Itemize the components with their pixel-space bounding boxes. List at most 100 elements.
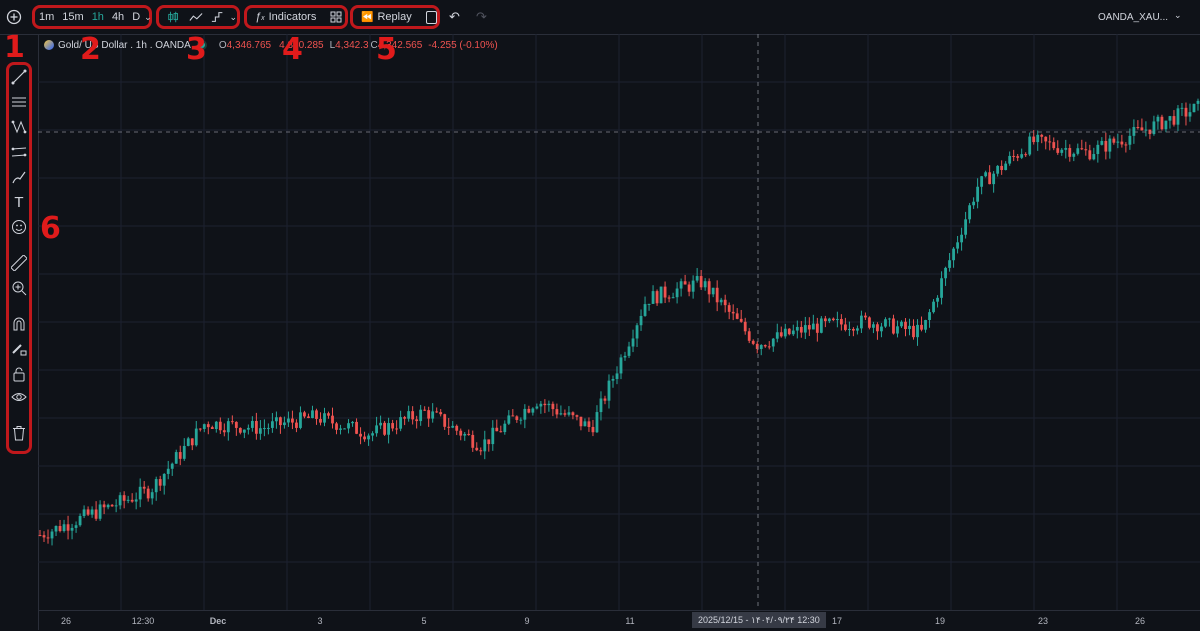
candle-body: [234, 421, 238, 428]
magnet-icon[interactable]: [11, 316, 27, 332]
candle-body: [1068, 148, 1072, 157]
candle-body: [864, 315, 867, 318]
candle-body: [339, 428, 342, 430]
templates-icon[interactable]: [330, 11, 342, 23]
replay-button[interactable]: Replay: [377, 11, 412, 23]
candle-body: [531, 408, 535, 413]
candle-body: [271, 421, 274, 428]
candle-body: [868, 317, 871, 328]
indicators-button[interactable]: Indicators: [268, 11, 317, 23]
candle-body: [62, 524, 66, 532]
candle-body: [375, 425, 378, 434]
annotation-2: 2: [80, 32, 101, 67]
candle-body: [739, 318, 743, 322]
candle-body: [226, 421, 230, 433]
trend-line-icon[interactable]: [11, 69, 27, 85]
candle-body: [74, 525, 78, 528]
candle-body: [707, 281, 711, 295]
x-tick: Dec: [209, 616, 227, 626]
brush-icon[interactable]: [11, 169, 27, 185]
candle-body: [523, 408, 527, 420]
candle-body: [238, 427, 242, 433]
candle-body: [1184, 107, 1188, 117]
redo-icon[interactable]: ↷: [476, 9, 487, 24]
candle-body: [779, 332, 783, 337]
candle-body: [86, 509, 90, 515]
trash-icon[interactable]: [11, 425, 27, 441]
candle-body: [1048, 141, 1052, 143]
horizontal-lines-icon[interactable]: [11, 94, 27, 110]
eye-icon[interactable]: [11, 389, 27, 405]
candle-body: [651, 291, 655, 304]
candle-body: [771, 338, 775, 347]
candle-body: [194, 428, 198, 446]
chevron-down-icon[interactable]: ⌄: [229, 11, 237, 22]
chevron-down-icon[interactable]: ⌄: [144, 11, 152, 22]
candle-body: [1164, 120, 1168, 130]
candle-body: [952, 248, 955, 261]
interval-15m[interactable]: 15m: [62, 11, 84, 23]
candle-body: [571, 412, 575, 416]
interval-1h[interactable]: 1h: [91, 11, 104, 23]
candle-body: [126, 499, 130, 501]
candle-body: [46, 537, 50, 539]
undo-icon[interactable]: ↶: [449, 9, 460, 24]
candle-body: [619, 357, 623, 374]
candle-body: [635, 325, 639, 339]
text-icon[interactable]: T: [14, 193, 24, 211]
candle-body: [299, 412, 302, 428]
candle-body: [246, 427, 250, 430]
interval-1m[interactable]: 1m: [39, 11, 55, 23]
candle-body: [663, 286, 667, 298]
candle-body: [819, 318, 823, 333]
candle-body: [186, 438, 190, 446]
ruler-icon[interactable]: [11, 255, 27, 271]
candle-body: [679, 281, 683, 289]
step-line-icon[interactable]: [211, 10, 223, 24]
candle-body: [415, 419, 419, 422]
candle-body: [391, 423, 395, 429]
fullscreen-icon[interactable]: [425, 10, 437, 24]
candle-body: [1080, 148, 1084, 150]
line-chart-icon[interactable]: [189, 10, 203, 24]
candle-body: [403, 417, 407, 419]
candle-body: [587, 421, 591, 427]
lock-drawing-icon[interactable]: [11, 341, 27, 357]
candle-body: [146, 488, 150, 499]
channel-icon[interactable]: [11, 144, 27, 160]
fx-icon: ƒx: [255, 11, 265, 23]
candle-body: [507, 415, 511, 424]
interval-4h[interactable]: 4h: [111, 11, 125, 23]
candle-body: [471, 434, 475, 448]
symbol-selector[interactable]: OANDA_XAU...: [1098, 12, 1169, 23]
chevron-down-icon[interactable]: ⌄: [1174, 10, 1182, 20]
candle-body: [206, 424, 210, 428]
candle-body: [892, 318, 895, 334]
pattern-icon[interactable]: [11, 119, 27, 135]
interval-d[interactable]: D: [132, 11, 141, 23]
candle-body: [475, 447, 479, 451]
candle-body: [876, 324, 879, 332]
lock-icon[interactable]: [11, 366, 27, 382]
add-symbol-button[interactable]: [5, 8, 23, 26]
candle-body: [102, 504, 106, 508]
candle-body: [78, 515, 82, 526]
x-tick: 5: [421, 616, 427, 626]
price-chart[interactable]: [38, 34, 1200, 610]
candle-body: [1060, 149, 1064, 153]
candle-body: [723, 299, 727, 306]
candle-body: [495, 427, 499, 432]
candle-body: [631, 338, 635, 347]
candle-body: [162, 473, 166, 486]
candle-body: [904, 321, 907, 330]
candle-body: [1100, 140, 1104, 145]
candlestick-icon[interactable]: [167, 10, 179, 24]
candle-body: [659, 286, 663, 304]
candle-body: [1172, 116, 1176, 125]
zoom-in-icon[interactable]: [11, 280, 27, 296]
candle-body: [940, 278, 943, 298]
emoji-icon[interactable]: [11, 219, 27, 235]
candle-body: [1176, 108, 1180, 125]
candle-body: [607, 380, 611, 401]
time-axis[interactable]: 26 12:30 Dec 3 5 9 11 17 19 23 26: [38, 610, 1200, 631]
